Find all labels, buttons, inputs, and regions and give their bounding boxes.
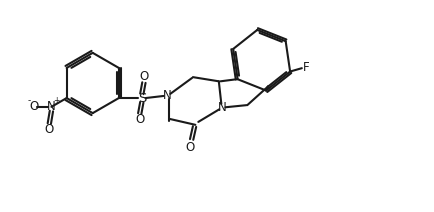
Text: O: O bbox=[29, 100, 39, 113]
Text: N: N bbox=[163, 89, 171, 102]
Text: F: F bbox=[302, 61, 309, 74]
Text: -: - bbox=[27, 96, 30, 106]
Text: S: S bbox=[138, 92, 146, 105]
Text: O: O bbox=[185, 141, 194, 154]
Text: O: O bbox=[45, 123, 54, 136]
Text: N: N bbox=[47, 100, 56, 113]
Text: O: O bbox=[135, 113, 145, 126]
Text: +: + bbox=[53, 96, 59, 106]
Text: O: O bbox=[139, 70, 148, 83]
Text: N: N bbox=[218, 101, 227, 114]
